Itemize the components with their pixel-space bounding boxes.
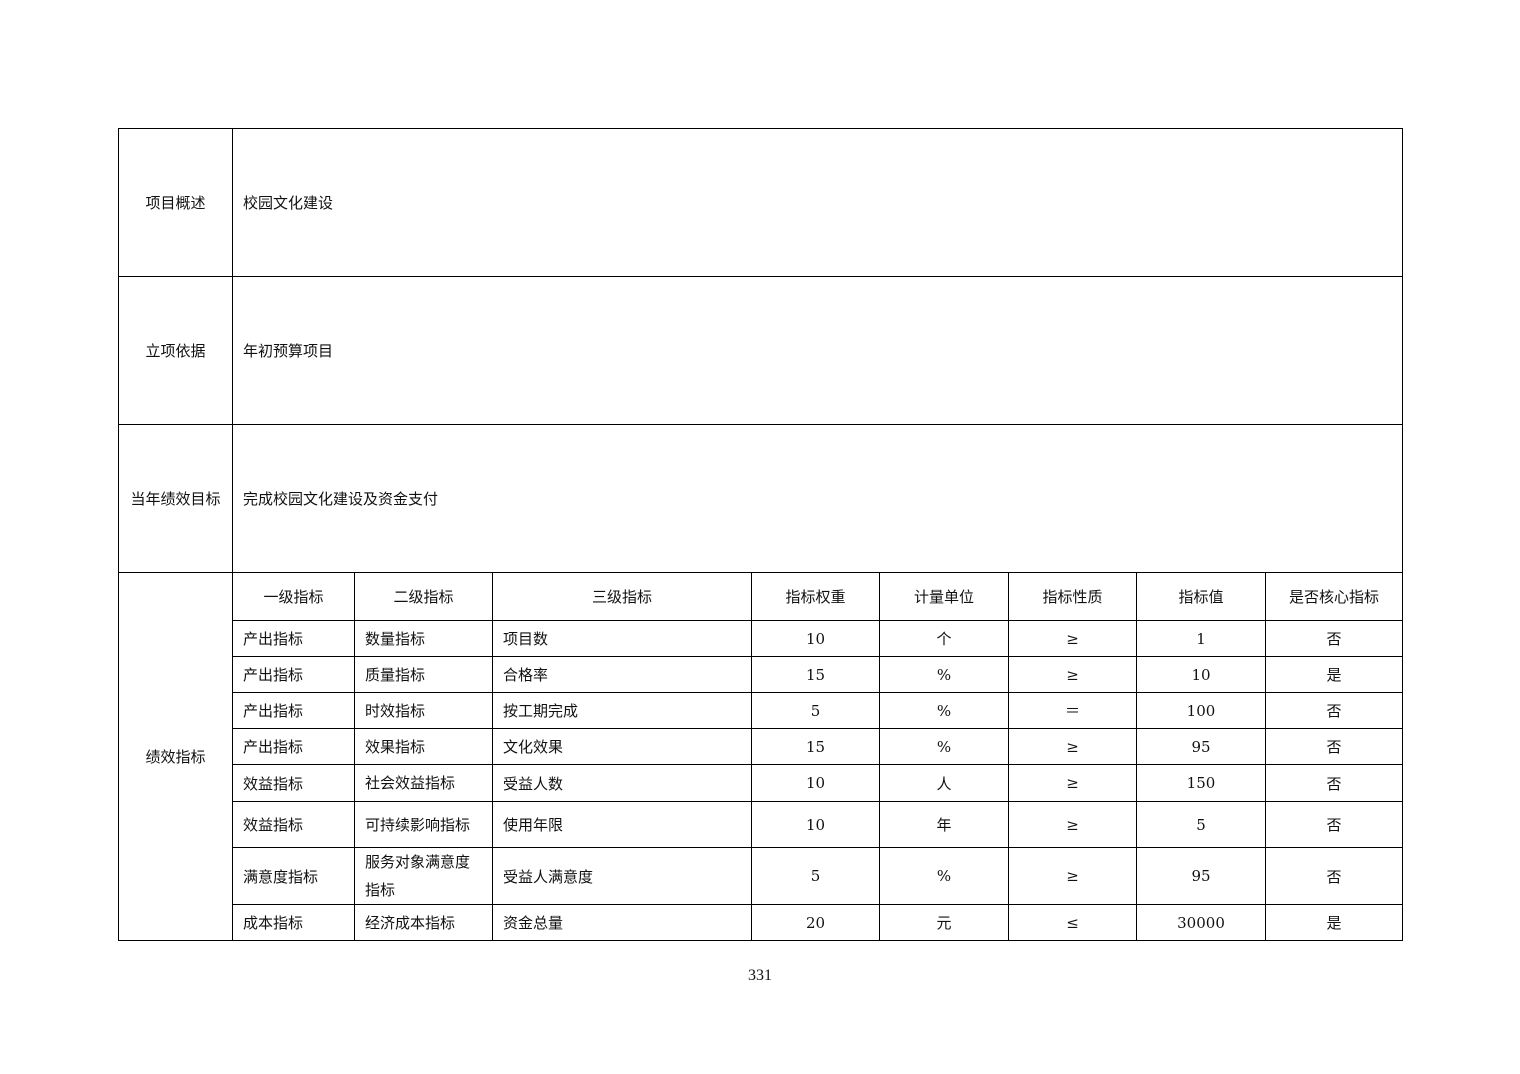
table-cell: 合格率	[492, 656, 752, 693]
table-cell: ＝	[1008, 692, 1137, 729]
table-cell: 经济成本指标	[354, 904, 493, 941]
column-header: 指标值	[1136, 572, 1266, 621]
performance-table: 项目概述 校园文化建设 立项依据 年初预算项目 当年绩效目标 完成校园文化建设及…	[118, 128, 1404, 941]
table-row: 产出指标 质量指标 合格率 15% ≥10 是	[119, 656, 1404, 693]
table-cell: 服务对象满意度指标	[354, 847, 493, 905]
table-row: 效益指标 可持续影响指标 使用年限 10 年 ≥5 否	[119, 801, 1404, 848]
table-cell: 15	[751, 728, 880, 765]
basis-label: 立项依据	[118, 276, 233, 425]
table-row: 产出指标 数量指标 项目数 10 个 ≥1 否	[119, 620, 1404, 657]
column-header: 指标性质	[1008, 572, 1137, 621]
table-cell: 否	[1264, 620, 1404, 657]
table-row: 产出指标 效果指标 文化效果 15% ≥95 否	[119, 728, 1404, 765]
table-cell: 产出指标	[232, 728, 355, 765]
table-cell: ≥	[1008, 656, 1137, 693]
table-cell: 10	[751, 620, 880, 657]
table-cell: 文化效果	[492, 728, 752, 765]
table-cell: 否	[1264, 847, 1404, 905]
summary-row: 项目概述 校园文化建设	[118, 128, 1404, 277]
column-header: 一级指标	[232, 572, 355, 621]
table-cell: 元	[879, 904, 1009, 941]
table-cell: 150	[1136, 764, 1266, 802]
table-cell: 30000	[1136, 904, 1266, 941]
table-cell: 满意度指标	[232, 847, 355, 905]
table-cell: 产出指标	[232, 620, 355, 657]
indicator-header-row: 绩效指标 一级指标 二级指标 三级指标 指标权重 计量单位 指标性质 指标值 是否核心指标	[118, 572, 1404, 941]
table-cell: ≥	[1008, 728, 1137, 765]
table-cell: 1	[1136, 620, 1266, 657]
table-cell: 产出指标	[232, 656, 355, 693]
table-cell: 10	[751, 801, 880, 848]
basis-value: 年初预算项目	[231, 276, 1404, 425]
indicators-label: 绩效指标	[118, 572, 233, 941]
table-cell: 否	[1264, 764, 1404, 802]
table-cell: %	[879, 692, 1009, 729]
table-cell: %	[879, 728, 1009, 765]
column-header: 三级指标	[492, 572, 752, 621]
table-cell: 是	[1264, 904, 1404, 941]
table-cell: ≥	[1008, 801, 1137, 848]
table-cell: 效果指标	[354, 728, 493, 765]
table-row: 成本指标 经济成本指标 资金总量 20 元 ≤30000 是	[119, 904, 1404, 941]
table-cell: 10	[1136, 656, 1266, 693]
table-cell: 是	[1264, 656, 1404, 693]
table-cell: 95	[1136, 728, 1266, 765]
table-cell: 95	[1136, 847, 1266, 905]
table-cell: 5	[751, 692, 880, 729]
basis-row: 立项依据 年初预算项目	[118, 276, 1404, 425]
table-cell: 年	[879, 801, 1009, 848]
table-cell: 否	[1264, 692, 1404, 729]
column-header: 二级指标	[354, 572, 493, 621]
table-cell: 15	[751, 656, 880, 693]
table-cell: %	[879, 847, 1009, 905]
table-row: 满意度指标 服务对象满意度指标 受益人满意度 5% ≥95 否	[119, 847, 1404, 905]
table-cell: 5	[751, 847, 880, 905]
goal-row: 当年绩效目标 完成校园文化建设及资金支付	[118, 424, 1404, 573]
table-cell: 受益人满意度	[492, 847, 752, 905]
table-row: 产出指标 时效指标 按工期完成 5% ＝ 100 否	[119, 692, 1404, 729]
table-cell: 数量指标	[354, 620, 493, 657]
table-cell: 使用年限	[492, 801, 752, 848]
table-cell: 效益指标	[232, 801, 355, 848]
column-header: 计量单位	[879, 572, 1009, 621]
table-cell: 资金总量	[492, 904, 752, 941]
table-cell: 否	[1264, 801, 1404, 848]
column-header: 是否核心指标	[1264, 572, 1404, 621]
table-cell: 效益指标	[232, 764, 355, 802]
table-cell: ≥	[1008, 620, 1137, 657]
table-cell: 项目数	[492, 620, 752, 657]
summary-label: 项目概述	[118, 128, 233, 277]
table-cell: 20	[751, 904, 880, 941]
table-cell: 100	[1136, 692, 1266, 729]
table-cell: 产出指标	[232, 692, 355, 729]
table-cell: 人	[879, 764, 1009, 802]
table-cell: 社会效益指标	[354, 764, 493, 802]
table-cell: 个	[879, 620, 1009, 657]
table-cell: ≥	[1008, 764, 1137, 802]
goal-label: 当年绩效目标	[118, 424, 233, 573]
table-cell: 5	[1136, 801, 1266, 848]
table-cell: 否	[1264, 728, 1404, 765]
table-cell: 按工期完成	[492, 692, 752, 729]
table-cell: 10	[751, 764, 880, 802]
table-cell: 时效指标	[354, 692, 493, 729]
summary-value: 校园文化建设	[231, 128, 1404, 277]
table-row: 效益指标 社会效益指标 受益人数 10 人 ≥150 否	[119, 764, 1404, 802]
column-header: 指标权重	[751, 572, 880, 621]
table-cell: %	[879, 656, 1009, 693]
page-number: 331	[748, 967, 772, 984]
table-cell: 可持续影响指标	[354, 801, 493, 848]
table-cell: 受益人数	[492, 764, 752, 802]
table-cell: ≤	[1008, 904, 1137, 941]
goal-value: 完成校园文化建设及资金支付	[231, 424, 1404, 573]
table-cell: ≥	[1008, 847, 1137, 905]
table-cell: 质量指标	[354, 656, 493, 693]
table-cell: 成本指标	[232, 904, 355, 941]
